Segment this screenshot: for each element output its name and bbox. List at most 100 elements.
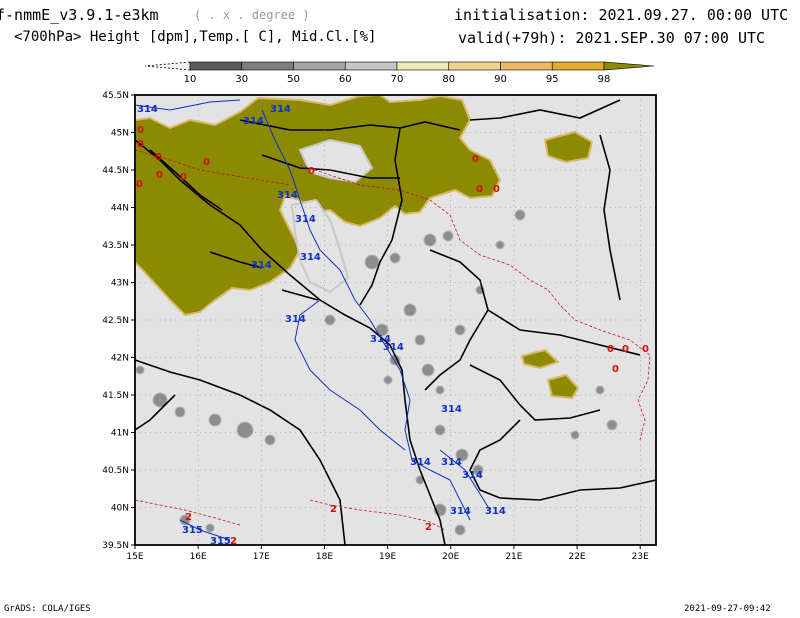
height-label: 314 (243, 116, 264, 127)
height-label: 314 (137, 104, 158, 115)
height-label: 314 (462, 470, 483, 481)
lat-tick-label: 42.5N (102, 316, 129, 326)
cloud-gap (298, 138, 374, 184)
colorbar-segment (551, 61, 605, 71)
height-label: 314 (485, 506, 506, 517)
lon-tick-label: 20E (442, 552, 459, 562)
temp-label: 0 (493, 184, 500, 195)
cloud-gap (290, 198, 350, 294)
lat-tick-label: 44.5N (102, 166, 129, 176)
temperature-contours (135, 149, 651, 531)
height-label: 314 (251, 260, 272, 271)
footer-credit: GrADS: COLA/IGES (4, 604, 91, 614)
cloud-cover-patch (546, 373, 580, 400)
graticule (135, 95, 656, 545)
colorbar-segment (344, 61, 398, 71)
lon-tick-label: 21E (505, 552, 522, 562)
colorbar-segment (396, 61, 450, 71)
colorbar-segment (241, 61, 294, 71)
temp-label: 0 (203, 157, 210, 168)
lon-tick-label: 19E (379, 552, 396, 562)
colorbar-segment (293, 61, 346, 71)
height-label: 314 (285, 314, 306, 325)
lat-tick-label: 45N (111, 129, 129, 139)
lat-tick-label: 43.5N (102, 241, 129, 251)
longitude-axis: 15E 16E 17E 18E 19E 20E 21E 22E 23E (126, 545, 649, 562)
lat-tick-label: 44N (111, 204, 129, 214)
height-contour-labels: 314 314 314 314 314 314 314 314 314 314 … (137, 104, 506, 547)
initialisation-time: initialisation: 2021.09.27. 00:00 UTC (454, 6, 789, 24)
height-label: 314 (295, 214, 316, 225)
cloud-cover-patch (543, 130, 594, 164)
colorbar-segment (189, 61, 243, 71)
height-label: 315 (210, 536, 231, 547)
temp-label: 0 (155, 152, 162, 163)
temp-label: 2 (330, 504, 337, 515)
variables-line: <700hPa> Height [dpm],Temp.[ C], Mid.Cl.… (14, 29, 377, 45)
colorbar-tick-label: 50 (287, 74, 300, 85)
cloud-cover-patch (520, 348, 560, 370)
height-label: 314 (441, 457, 462, 468)
lat-tick-label: 42N (111, 354, 129, 364)
height-label: 315 (182, 525, 203, 536)
colorbar-tick-label: 30 (235, 74, 248, 85)
temp-label: 0 (607, 344, 614, 355)
temp-label: 0 (180, 172, 187, 183)
temp-label: 0 (137, 139, 144, 150)
height-label: 314 (277, 190, 298, 201)
temp-label: 0 (472, 154, 479, 165)
temp-label: 0 (136, 179, 143, 190)
temp-label: 0 (622, 344, 629, 355)
lat-tick-label: 43N (111, 279, 129, 289)
colorbar-arrow-low (144, 61, 191, 71)
lat-tick-label: 40.5N (102, 466, 129, 476)
colorbar-segment (500, 61, 553, 71)
height-label: 314 (370, 334, 391, 345)
temp-label: 0 (642, 344, 649, 355)
temp-label: 0 (156, 170, 163, 181)
grey-cloud-speckles (135, 209, 618, 536)
temperature-contour-labels: 0 0 0 0 0 0 0 0 0 0 0 0 0 0 0 2 2 2 2 (136, 125, 649, 547)
lat-tick-label: 45.5N (102, 91, 129, 101)
height-label: 314 (270, 104, 291, 115)
temp-label: 0 (137, 125, 144, 136)
colorbar-tick-label: 70 (391, 74, 404, 85)
colorbar: 10 30 50 60 70 80 90 95 98 (144, 61, 655, 85)
lon-tick-label: 16E (190, 552, 207, 562)
height-label: 314 (450, 506, 471, 517)
colorbar-arrow-high (603, 61, 655, 71)
lon-tick-label: 15E (126, 552, 143, 562)
coastlines-borders (135, 99, 656, 545)
lon-tick-label: 18E (316, 552, 333, 562)
temp-label: 2 (425, 522, 432, 533)
lon-tick-label: 17E (253, 552, 270, 562)
height-label: 314 (300, 252, 321, 263)
lon-tick-label: 22E (568, 552, 585, 562)
height-label: 314 (383, 342, 404, 353)
map-panel: 45.5N 45N 44.5N 44N 43.5N 43N 42.5N 42N 41.5N 41N… (102, 91, 657, 562)
height-label: 314 (410, 457, 431, 468)
colorbar-segment (448, 61, 501, 71)
lat-tick-label: 41.5N (102, 391, 129, 401)
colorbar-tick-label: 95 (546, 74, 559, 85)
lon-tick-label: 23E (632, 552, 649, 562)
model-title: f-nmmE_v3.9.1-e3km (0, 6, 159, 24)
height-label: 314 (441, 404, 462, 415)
lat-tick-label: 41N (111, 429, 129, 439)
valid-time: valid(+79h): 2021.SEP.30 07:00 UTC (458, 29, 766, 47)
footer-timestamp: 2021-09-27-09:42 (684, 604, 771, 614)
unit-note: ( . x . degree ) (194, 8, 310, 22)
colorbar-tick-label: 80 (442, 74, 455, 85)
colorbar-tick-label: 90 (494, 74, 507, 85)
lat-tick-label: 39.5N (102, 541, 129, 551)
temp-label: 2 (185, 512, 192, 523)
colorbar-tick-label: 10 (184, 74, 197, 85)
colorbar-tick-label: 98 (598, 74, 611, 85)
temp-label: 2 (230, 536, 237, 547)
colorbar-tick-label: 60 (339, 74, 352, 85)
temp-label: 0 (612, 364, 619, 375)
lat-tick-label: 40N (111, 504, 129, 514)
temp-label: 0 (308, 166, 315, 177)
latitude-axis: 45.5N 45N 44.5N 44N 43.5N 43N 42.5N 42N 41.5N 41N… (102, 91, 135, 551)
